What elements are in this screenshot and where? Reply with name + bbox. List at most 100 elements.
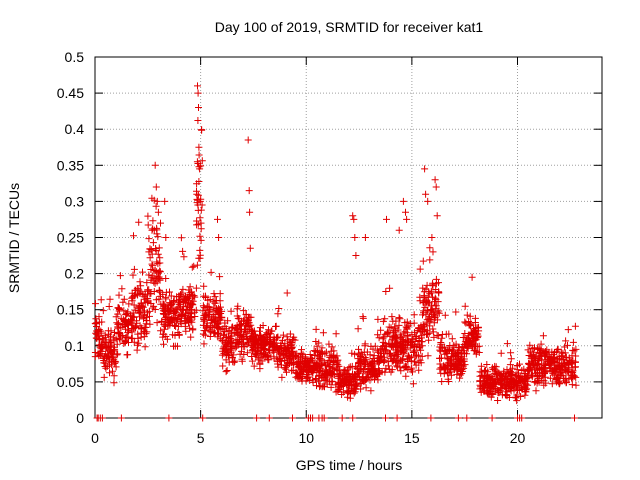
data-point: [318, 349, 326, 357]
data-point: [470, 335, 478, 343]
data-point: [375, 370, 383, 378]
data-point: [101, 331, 109, 339]
data-point: [478, 384, 486, 392]
data-point: [527, 352, 535, 360]
data-point: [336, 383, 344, 391]
data-point: [335, 370, 343, 378]
data-point: [117, 332, 125, 340]
data-point: [565, 364, 573, 372]
data-point: [249, 342, 257, 349]
data-point: [300, 367, 307, 375]
data-point: [426, 315, 434, 323]
data-point: [305, 368, 313, 376]
data-point: [418, 352, 426, 360]
data-point: [405, 352, 413, 360]
data-point: [294, 361, 302, 369]
data-point: [485, 381, 493, 389]
data-point: [177, 291, 184, 299]
data-point: [195, 254, 203, 262]
data-point: [328, 378, 336, 386]
data-point: [124, 308, 132, 316]
data-point: [288, 348, 296, 356]
data-point: [162, 314, 169, 322]
data-point: [396, 340, 404, 348]
data-point: [420, 323, 428, 331]
data-point: [139, 303, 147, 311]
x-tick-label: 5: [197, 430, 205, 446]
data-point: [125, 300, 133, 308]
data-point: [282, 365, 290, 373]
data-point: [248, 357, 256, 365]
data-point: [268, 340, 276, 348]
data-point: [397, 367, 405, 375]
data-point: [381, 346, 389, 354]
data-point: [248, 326, 256, 334]
data-point: [188, 318, 196, 326]
data-point: [242, 311, 250, 319]
data-point: [354, 355, 362, 363]
data-point: [152, 202, 160, 210]
data-point: [370, 373, 378, 380]
data-point: [416, 265, 424, 273]
data-point: [395, 321, 403, 329]
data-point: [199, 307, 207, 315]
data-point: [278, 373, 286, 381]
data-point: [355, 351, 363, 359]
data-point: [167, 300, 175, 308]
data-point: [123, 351, 131, 359]
data-point: [540, 368, 548, 376]
data-point: [497, 349, 505, 357]
data-point: [91, 353, 99, 361]
data-point: [418, 342, 426, 350]
data-point: [572, 381, 580, 389]
data-point: [160, 310, 168, 318]
data-point: [313, 347, 321, 355]
data-point: [421, 165, 429, 173]
data-point: [266, 347, 273, 355]
data-point: [417, 346, 425, 354]
data-point: [141, 323, 149, 331]
data-point: [143, 317, 151, 324]
data-point: [250, 362, 258, 370]
data-point: [382, 288, 390, 295]
data-point: [278, 345, 286, 353]
data-point: [241, 325, 249, 333]
data-point: [564, 326, 572, 334]
data-point: [184, 295, 192, 302]
data-point: [128, 328, 136, 336]
data-point: [181, 322, 189, 330]
data-point: [373, 347, 381, 355]
data-point: [188, 288, 195, 296]
data-point: [112, 363, 120, 371]
data-point: [433, 316, 441, 324]
data-point: [473, 330, 480, 338]
data-point: [572, 345, 580, 353]
data-point: [427, 307, 435, 315]
data-point: [407, 364, 415, 372]
data-point: [440, 362, 447, 370]
data-point: [97, 296, 105, 304]
data-point: [559, 349, 567, 357]
data-point: [97, 327, 105, 335]
data-point: [230, 358, 238, 366]
data-point: [283, 361, 291, 369]
data-point: [227, 349, 235, 357]
data-point: [424, 306, 432, 314]
data-point: [193, 187, 200, 195]
data-point: [219, 325, 227, 333]
data-point: [298, 346, 305, 354]
data-point: [568, 374, 575, 382]
data-point: [274, 333, 282, 341]
data-point: [256, 324, 264, 332]
data-point: [324, 359, 332, 367]
data-point: [507, 355, 515, 363]
data-point: [511, 393, 519, 401]
data-point: [165, 414, 173, 422]
data-point: [419, 284, 427, 292]
data-point: [315, 339, 323, 347]
data-point: [210, 329, 218, 337]
data-point: [320, 414, 328, 422]
data-point: [553, 375, 560, 383]
data-point: [385, 365, 393, 373]
data-point: [223, 333, 231, 341]
